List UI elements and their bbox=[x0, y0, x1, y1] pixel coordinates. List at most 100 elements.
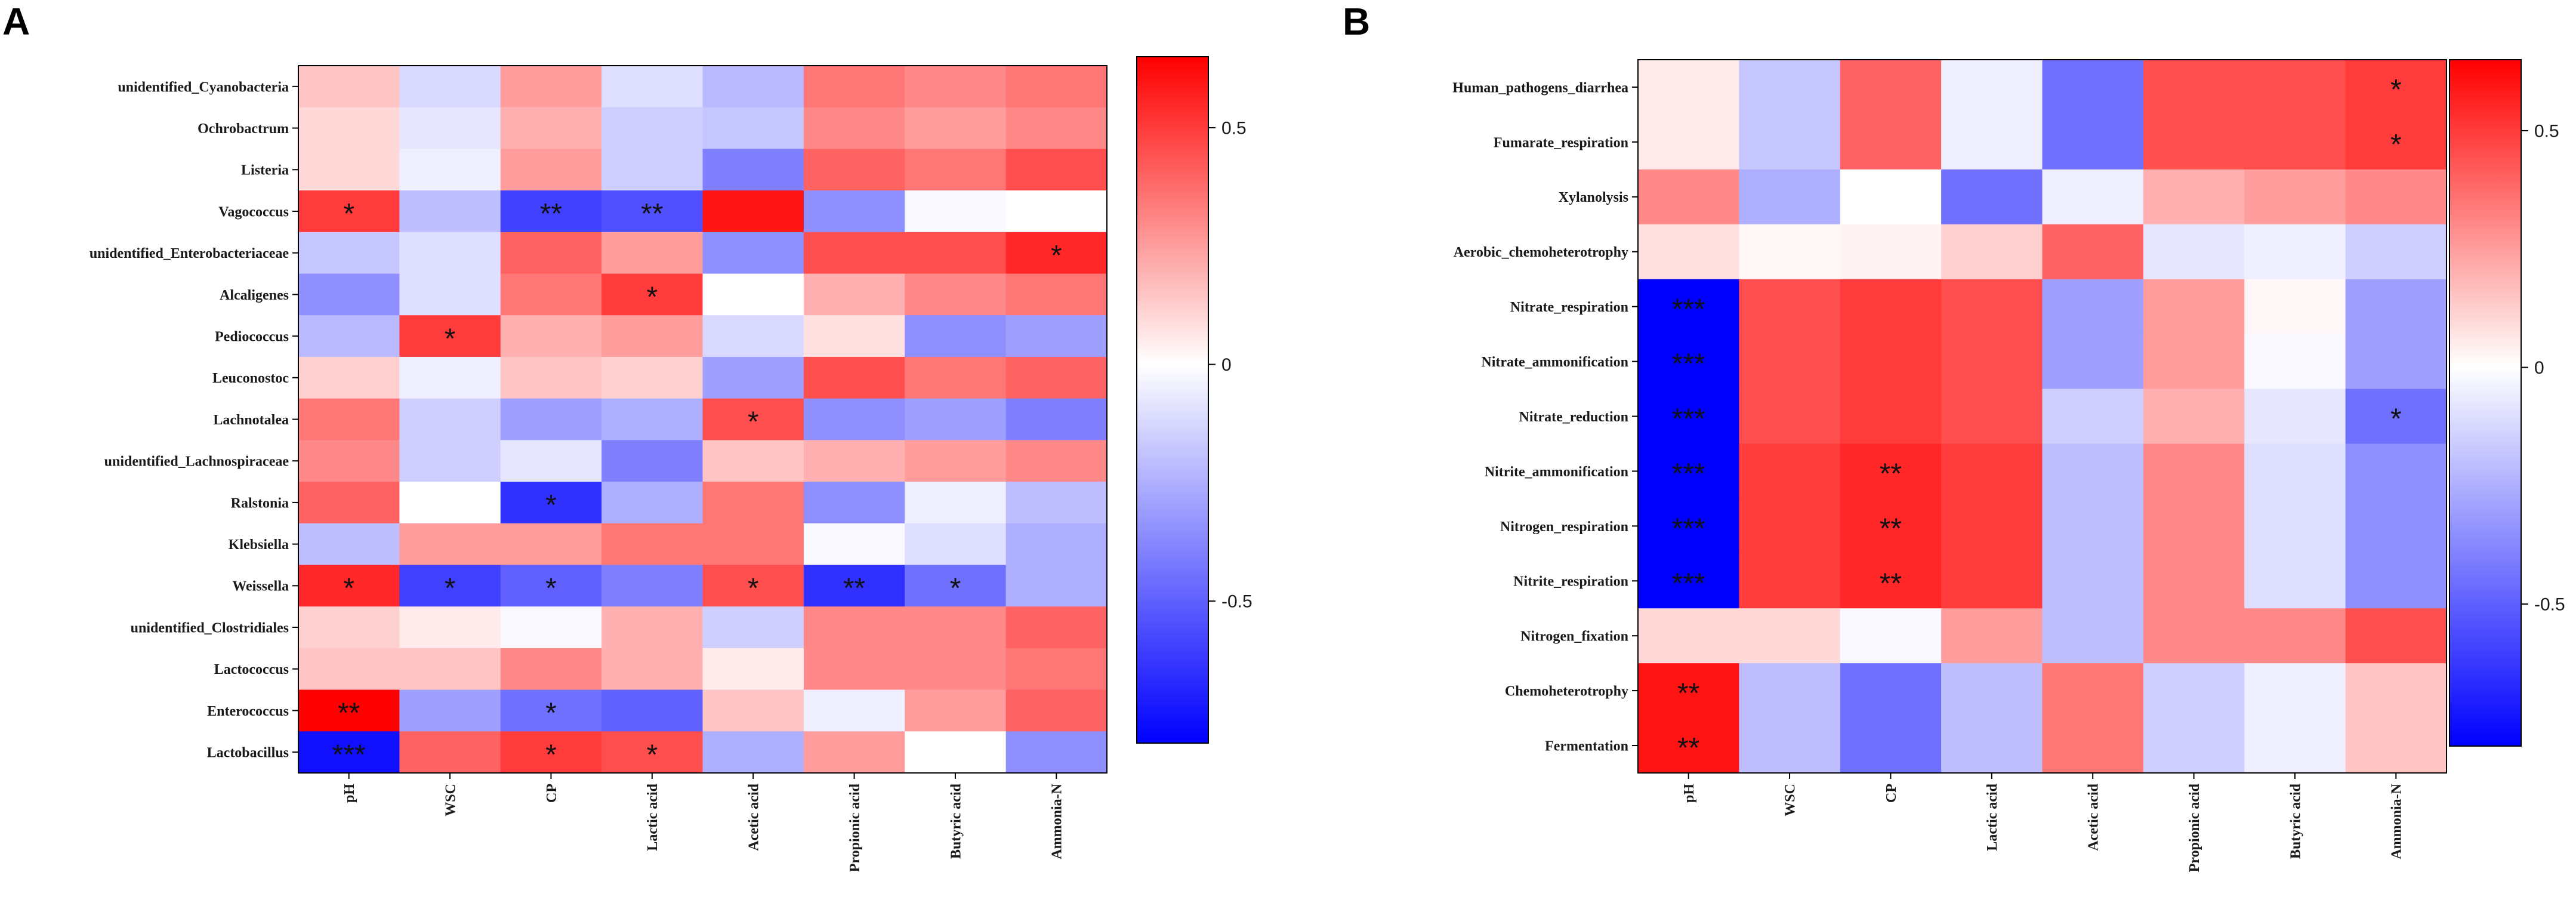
heatmap-cell bbox=[2042, 718, 2144, 774]
heatmap-panel-a: A* ** ******** * * * ** *** **** * *unidentified_C… bbox=[2, 0, 1252, 872]
heatmap-cell bbox=[500, 356, 602, 399]
heatmap-cell bbox=[500, 232, 602, 275]
heatmap-cell bbox=[1739, 279, 1841, 335]
panel-letter: A bbox=[2, 0, 30, 43]
heatmap-cell bbox=[2244, 279, 2346, 335]
heatmap-cell bbox=[601, 648, 704, 691]
heatmap-cell bbox=[1005, 689, 1107, 732]
heatmap-cell bbox=[399, 565, 501, 607]
heatmap-cell bbox=[601, 731, 704, 774]
heatmap-cell bbox=[1739, 718, 1841, 774]
row-label: Nitrite_respiration bbox=[1513, 574, 1628, 590]
heatmap-cell bbox=[905, 232, 1007, 275]
heatmap-cell bbox=[1638, 498, 1739, 554]
heatmap-cell bbox=[803, 232, 905, 275]
heatmap-cell bbox=[2244, 443, 2346, 499]
heatmap-cell bbox=[1005, 190, 1107, 233]
heatmap-cell bbox=[601, 315, 704, 358]
heatmap-cell bbox=[905, 565, 1007, 607]
significance-mark: *** bbox=[1672, 349, 1705, 380]
heatmap-cell bbox=[1739, 608, 1841, 664]
heatmap-cell bbox=[399, 107, 501, 150]
significance-mark: ** bbox=[1880, 513, 1902, 545]
row-label: Nitrite_ammonification bbox=[1485, 464, 1628, 480]
heatmap-cell bbox=[1005, 356, 1107, 399]
heatmap-cell bbox=[1005, 482, 1107, 524]
heatmap-cell bbox=[500, 66, 602, 108]
heatmap-cell bbox=[2143, 718, 2245, 774]
heatmap-cell bbox=[500, 606, 602, 649]
heatmap-cell bbox=[2244, 224, 2346, 280]
heatmap-cell bbox=[1840, 608, 1942, 664]
heatmap-cell bbox=[298, 66, 400, 108]
heatmap-cell bbox=[1840, 114, 1942, 170]
significance-mark: * bbox=[343, 198, 354, 230]
heatmap-cell bbox=[1941, 608, 2043, 664]
heatmap-cell bbox=[2244, 663, 2346, 719]
significance-mark: * bbox=[445, 572, 456, 604]
heatmap-cell bbox=[500, 315, 602, 358]
heatmap-cell bbox=[905, 190, 1007, 233]
heatmap-cell bbox=[399, 232, 501, 275]
heatmap-cell bbox=[399, 190, 501, 233]
significance-mark: ** bbox=[1880, 458, 1902, 490]
heatmap-cell bbox=[2042, 498, 2144, 554]
heatmap-cell bbox=[500, 149, 602, 191]
heatmap-cell bbox=[298, 398, 400, 440]
row-label: Nitrate_ammonification bbox=[1481, 355, 1628, 370]
heatmap-cell bbox=[500, 731, 602, 774]
heatmap-cell bbox=[2143, 663, 2245, 719]
significance-mark: * bbox=[646, 739, 658, 771]
heatmap-cell bbox=[905, 273, 1007, 316]
row-label: Aerobic_chemoheterotrophy bbox=[1454, 245, 1628, 260]
heatmap-cell bbox=[1941, 114, 2043, 170]
row-label: unidentified_Lachnospiraceae bbox=[104, 454, 289, 470]
heatmap-cell bbox=[2042, 279, 2144, 335]
heatmap-cell bbox=[905, 398, 1007, 440]
heatmap-cell bbox=[803, 606, 905, 649]
heatmap-cell bbox=[399, 315, 501, 358]
heatmap-cell bbox=[2042, 443, 2144, 499]
column-label: Ammonia-N bbox=[2389, 783, 2405, 859]
significance-mark: * bbox=[2390, 403, 2402, 435]
heatmap-cell bbox=[1638, 553, 1739, 609]
heatmap-cell bbox=[1638, 608, 1739, 664]
heatmap-cell bbox=[1739, 389, 1841, 445]
row-label: Nitrogen_respiration bbox=[1500, 519, 1628, 535]
column-label: Ammonia-N bbox=[1050, 783, 1065, 859]
heatmap-cell bbox=[803, 440, 905, 482]
heatmap-cell bbox=[803, 190, 905, 233]
heatmap-cell bbox=[1840, 553, 1942, 609]
row-label: Human_pathogens_diarrhea bbox=[1452, 80, 1628, 95]
row-label: Lactobacillus bbox=[207, 745, 289, 761]
heatmap-cell bbox=[803, 731, 905, 774]
heatmap-cell bbox=[601, 565, 704, 607]
significance-mark: *** bbox=[332, 739, 366, 771]
row-label: Leuconostoc bbox=[212, 371, 289, 386]
significance-mark: * bbox=[545, 739, 557, 771]
heatmap-cell bbox=[905, 315, 1007, 358]
heatmap-cell bbox=[2345, 608, 2447, 664]
colorbar-tick-label: -0.5 bbox=[1221, 592, 1252, 612]
significance-mark: * bbox=[950, 572, 961, 604]
heatmap-cell bbox=[1005, 565, 1107, 607]
significance-mark: *** bbox=[1672, 458, 1705, 490]
heatmap-cell bbox=[905, 107, 1007, 150]
heatmap-cell bbox=[702, 440, 804, 482]
heatmap-cell bbox=[1739, 114, 1841, 170]
heatmap-cell bbox=[803, 689, 905, 732]
heatmap-cell bbox=[399, 648, 501, 691]
row-label: Klebsiella bbox=[229, 537, 289, 553]
heatmap-cell bbox=[1638, 443, 1739, 499]
heatmap-cell bbox=[702, 689, 804, 732]
significance-mark: * bbox=[545, 698, 557, 729]
heatmap-cell bbox=[601, 232, 704, 275]
row-label: Nitrate_reduction bbox=[1519, 409, 1628, 425]
heatmap-cell bbox=[2042, 663, 2144, 719]
heatmap-cell bbox=[702, 149, 804, 191]
row-label: Fumarate_respiration bbox=[1494, 135, 1628, 150]
column-label: WSC bbox=[1782, 784, 1798, 817]
significance-mark: ** bbox=[641, 198, 663, 230]
row-label: Ralstonia bbox=[231, 495, 289, 511]
row-label: Lachnotalea bbox=[213, 412, 289, 428]
